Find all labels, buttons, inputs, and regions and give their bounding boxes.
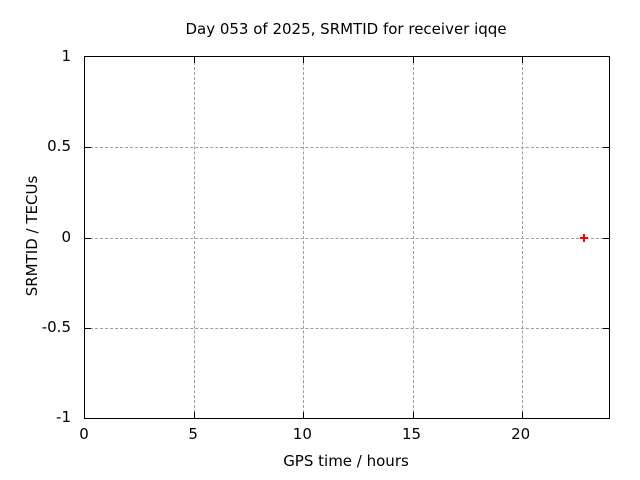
x-tick-mark-top — [521, 57, 523, 63]
y-tick-mark-left — [85, 327, 91, 329]
x-tick-mark-top — [303, 57, 305, 63]
x-tick-label: 10 — [292, 425, 312, 443]
y-tick-label: 0.5 — [47, 137, 71, 156]
x-tick-mark-bottom — [521, 412, 523, 418]
plot-area — [84, 56, 610, 419]
x-tick-label: 15 — [401, 425, 422, 443]
marker-plus-vbar — [582, 233, 585, 242]
y-tick-label: -1 — [56, 408, 71, 426]
y-tick-mark-right — [603, 237, 609, 239]
x-tick-mark-bottom — [412, 412, 414, 418]
x-tick-mark-top — [194, 57, 196, 63]
x-tick-mark-top — [412, 57, 414, 63]
y-tick-label: 0 — [61, 227, 71, 246]
x-tick-label: 0 — [79, 425, 89, 443]
x-tick-mark-bottom — [194, 412, 196, 418]
x-tick-label: 5 — [188, 425, 198, 443]
y-tick-mark-left — [85, 147, 91, 149]
y-tick-label: 1 — [61, 47, 71, 65]
x-tick-mark-bottom — [303, 412, 305, 418]
y-tick-mark-left — [85, 237, 91, 239]
x-axis-title: GPS time / hours — [283, 452, 409, 470]
y-gridline — [85, 327, 609, 329]
y-tick-mark-right — [603, 147, 609, 149]
y-tick-mark-right — [603, 327, 609, 329]
chart-title: Day 053 of 2025, SRMTID for receiver iqq… — [185, 20, 507, 38]
x-tick-label: 20 — [511, 425, 531, 443]
y-tick-label: -0.5 — [41, 317, 71, 336]
y-gridline — [85, 147, 609, 149]
y-gridline — [85, 237, 609, 239]
